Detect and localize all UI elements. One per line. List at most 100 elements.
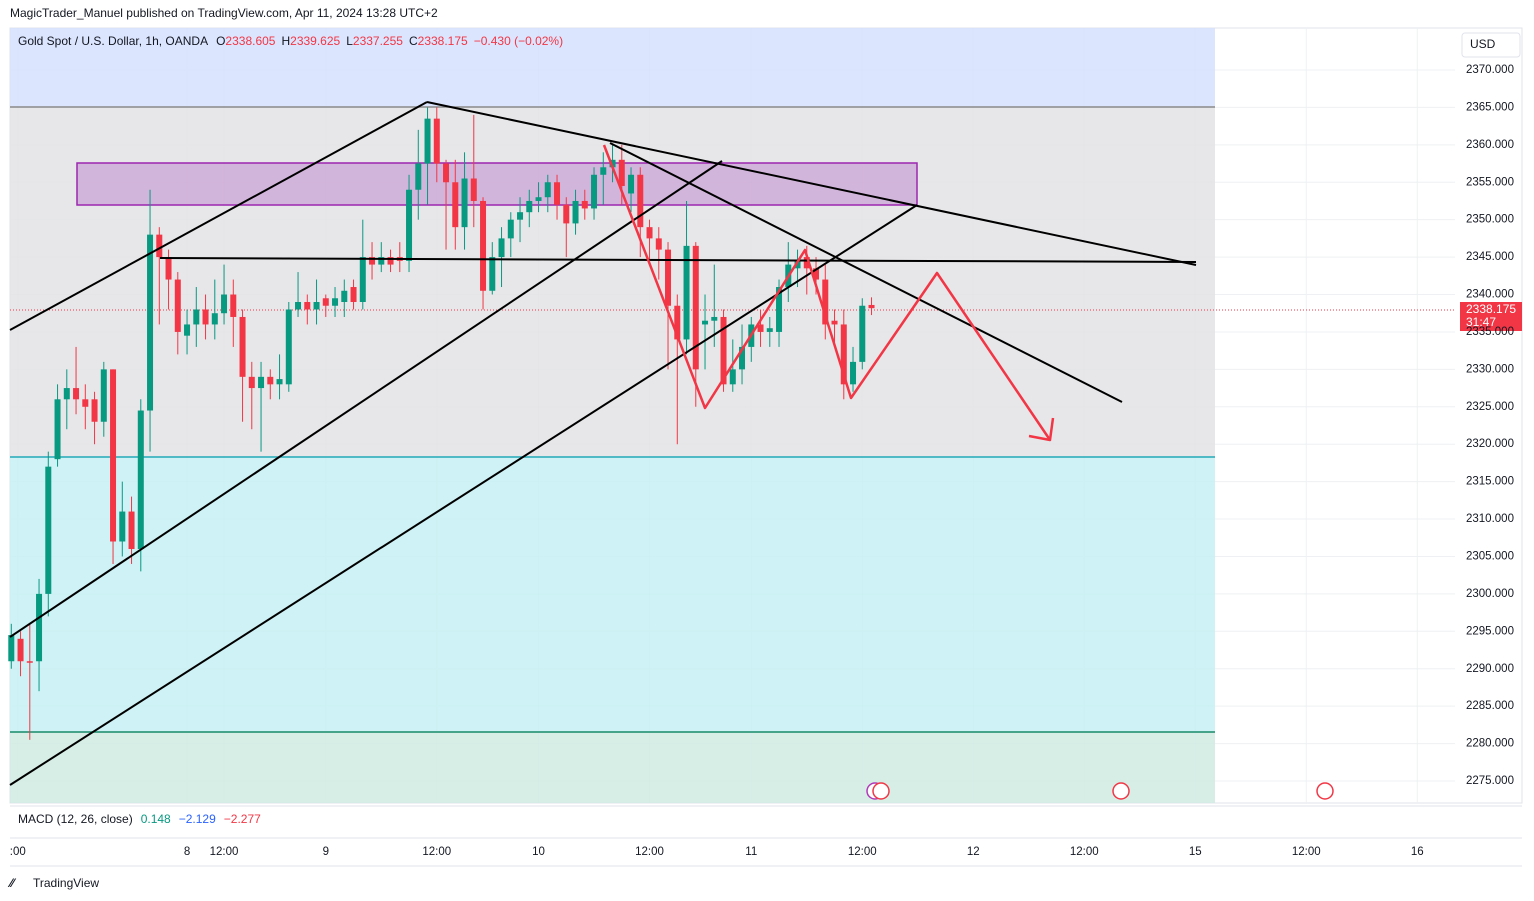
candle-body xyxy=(100,369,107,422)
candle-body xyxy=(424,118,431,164)
candle-body xyxy=(119,511,126,542)
candle-body xyxy=(322,298,329,306)
indicator-value: −2.129 xyxy=(179,812,216,826)
change: −0.430 (−0.02%) xyxy=(474,34,563,48)
candle-body xyxy=(498,238,505,258)
y-tick-label: 2325.000 xyxy=(1466,401,1514,413)
candle-body xyxy=(803,257,810,269)
zone-cyan xyxy=(10,457,1215,732)
event-icon[interactable] xyxy=(872,782,890,800)
x-tick-label: 12:00 xyxy=(422,846,451,858)
candle-body xyxy=(831,320,838,325)
y-tick-label: 2340.000 xyxy=(1466,289,1514,301)
x-tick-label: :00 xyxy=(10,846,26,858)
event-icon[interactable] xyxy=(1112,782,1130,800)
event-icon[interactable] xyxy=(1316,782,1334,800)
candle-body xyxy=(674,305,681,340)
x-tick-label: 15 xyxy=(1189,846,1202,858)
candle-body xyxy=(174,279,181,332)
candle-body xyxy=(211,313,218,325)
candle-body xyxy=(239,316,246,377)
candle-body xyxy=(526,200,533,213)
candle-body xyxy=(387,257,394,265)
price-tag xyxy=(1460,302,1522,331)
projection xyxy=(602,144,1052,441)
x-tick-label: 12:00 xyxy=(1070,846,1099,858)
candle-body xyxy=(665,249,672,306)
candle-body xyxy=(110,369,117,542)
event-icons xyxy=(866,782,1334,800)
candle-body xyxy=(609,159,616,168)
zone-green xyxy=(10,732,1215,803)
x-tick-label: 9 xyxy=(323,846,329,858)
trendline xyxy=(9,160,723,638)
candle-body xyxy=(63,388,70,400)
supply-box xyxy=(76,162,918,206)
candle-body xyxy=(202,309,209,325)
candle-body xyxy=(369,257,376,265)
candle-body xyxy=(507,219,514,239)
publisher: MagicTrader_Manuel published on TradingV… xyxy=(10,6,438,20)
candle-body xyxy=(729,369,736,385)
candle-body xyxy=(313,302,320,310)
ohlc-key: H xyxy=(281,34,290,48)
candle-body xyxy=(850,361,857,385)
last-price: 2338.175 xyxy=(1466,302,1516,316)
trendline xyxy=(609,142,1123,403)
candle-body xyxy=(91,399,98,422)
y-tick-label: 2345.000 xyxy=(1466,251,1514,263)
y-tick-label: 2315.000 xyxy=(1466,476,1514,488)
currency-button[interactable] xyxy=(1461,32,1521,58)
candle-body xyxy=(267,376,274,385)
candle-body xyxy=(359,257,366,303)
logo-mark: ⁄⁄ xyxy=(7,876,17,890)
legend: Gold Spot / U.S. Dollar, 1h, OANDA O2338.… xyxy=(18,34,563,48)
candle-body xyxy=(17,638,24,662)
candle-body xyxy=(137,410,144,549)
projection-path xyxy=(602,144,1055,442)
candle-body xyxy=(563,204,570,224)
candle-body xyxy=(655,238,662,250)
candle-body xyxy=(739,346,746,370)
x-tick-label: 12:00 xyxy=(1292,846,1321,858)
candle-body xyxy=(813,268,820,280)
y-tick-label: 2285.000 xyxy=(1466,700,1514,712)
y-tick-label: 2290.000 xyxy=(1466,663,1514,675)
candle-body xyxy=(26,661,33,663)
candle-body xyxy=(184,324,191,336)
x-tick-label: 12 xyxy=(967,846,980,858)
x-tick-label: 8 xyxy=(184,846,190,858)
y-tick-label: 2360.000 xyxy=(1466,139,1514,151)
candle-body xyxy=(766,328,773,332)
y-tick-label: 2305.000 xyxy=(1466,550,1514,562)
candle-body xyxy=(489,257,496,291)
y-tick-label: 2370.000 xyxy=(1466,64,1514,76)
y-tick-label: 2275.000 xyxy=(1466,775,1514,787)
candle-body xyxy=(433,118,440,164)
ohlc-value: 2338.605 xyxy=(225,34,275,48)
candle-body xyxy=(711,316,718,321)
trendline xyxy=(9,101,428,331)
y-tick-label: 2365.000 xyxy=(1466,101,1514,113)
candle-body xyxy=(378,257,385,265)
indicator-legend: MACD (12, 26, close) 0.148 −2.129 −2.277 xyxy=(18,812,261,826)
x-tick-label: 16 xyxy=(1411,846,1424,858)
candle-body xyxy=(692,245,699,370)
countdown: 31:47 xyxy=(1466,315,1496,329)
zone-blue xyxy=(10,28,1215,107)
candle-body xyxy=(156,234,163,258)
candle-body xyxy=(646,227,653,239)
ohlc-value: 2339.625 xyxy=(290,34,340,48)
ohlc-value: 2337.255 xyxy=(353,34,403,48)
y-tick-label: 2300.000 xyxy=(1466,588,1514,600)
trendlines xyxy=(9,101,1197,786)
candle-body xyxy=(572,200,579,224)
candle-body xyxy=(794,260,801,269)
candle-body xyxy=(45,466,52,594)
candle-body xyxy=(221,294,228,314)
candle-body xyxy=(304,302,311,310)
candle-body xyxy=(285,309,292,385)
candle-body xyxy=(554,182,561,205)
symbol-title: Gold Spot / U.S. Dollar, 1h, OANDA xyxy=(18,34,208,48)
x-tick-label: 12:00 xyxy=(848,846,877,858)
